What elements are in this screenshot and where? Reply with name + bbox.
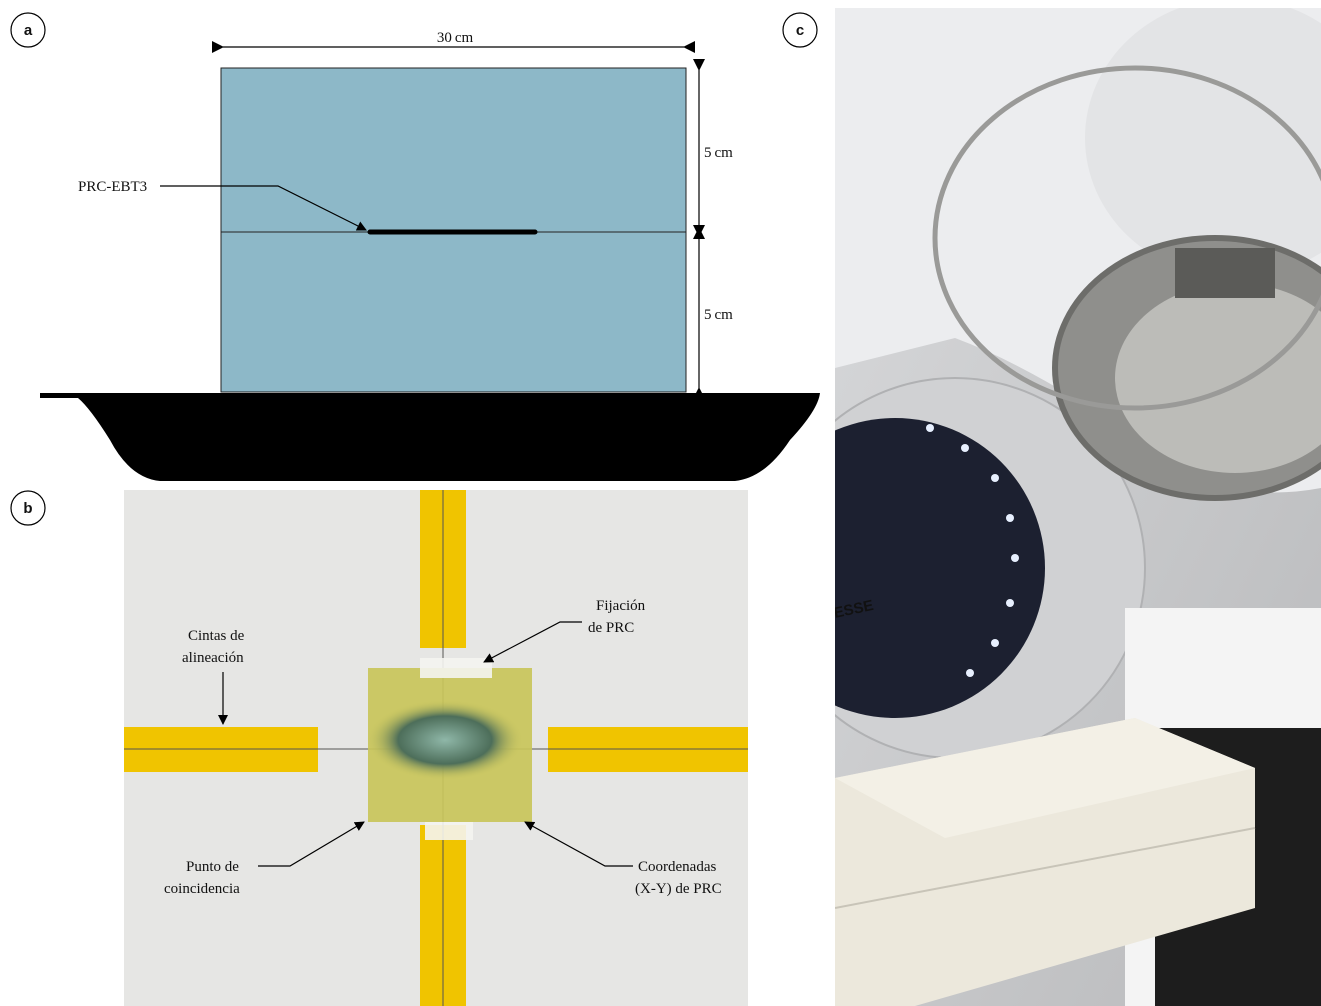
upper-label: 5 cm [704, 145, 733, 161]
fix-tape [420, 658, 492, 678]
panel-label: b [23, 500, 32, 517]
width-label: 30 cm [437, 30, 474, 46]
point-label: coincidencia [164, 881, 240, 897]
panel-b: b Cintas de alineación Fijación de PRC P… [11, 490, 748, 1006]
lower-label: 5 cm [704, 307, 733, 323]
coords-label: (X-Y) de PRC [635, 881, 722, 897]
photo-c: ESSE [745, 0, 1321, 1006]
panel-label: c [796, 22, 804, 39]
fix-tape [425, 822, 473, 840]
panel-a: a 30 cm 5 cm 5 cm PRC-EBT3 [11, 13, 820, 481]
point-label: Punto de [186, 859, 239, 875]
panel-label: a [24, 22, 33, 39]
film-label: PRC-EBT3 [78, 179, 147, 195]
couch [40, 393, 820, 481]
fixation-label: de PRC [588, 620, 634, 636]
panel-c: c ESSE [745, 0, 1321, 1006]
tape-label: alineación [182, 650, 244, 666]
dose-blob [367, 700, 523, 780]
coords-label: Coordenadas [638, 859, 716, 875]
fixation-label: Fijación [596, 598, 646, 614]
figure: a 30 cm 5 cm 5 cm PRC-EBT3 b Cintas de a… [0, 0, 1321, 1006]
tape-label: Cintas de [188, 628, 245, 644]
